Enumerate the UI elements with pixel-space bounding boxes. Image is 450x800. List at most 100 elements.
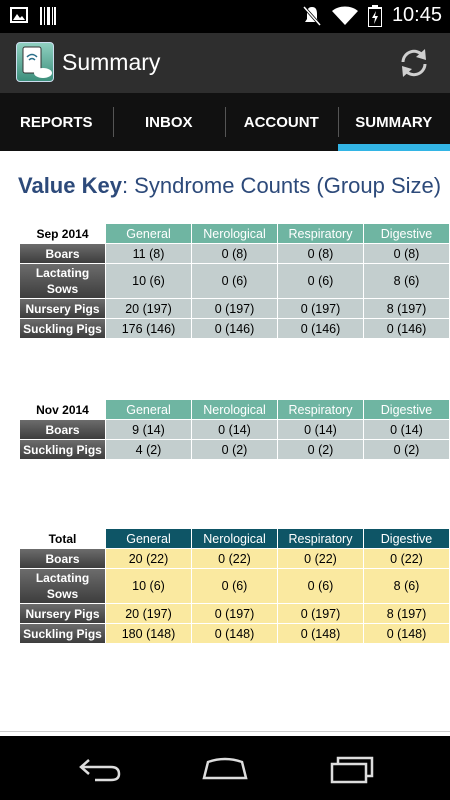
clock: 10:45: [391, 4, 442, 26]
row-label: Nursery Pigs: [20, 299, 105, 318]
tab-account[interactable]: ACCOUNT: [225, 93, 338, 151]
row-label: Boars: [20, 244, 105, 263]
table-cell: 0 (197): [278, 604, 363, 623]
recents-button[interactable]: [328, 754, 378, 784]
tab-inbox[interactable]: INBOX: [112, 93, 226, 151]
column-header: Respiratory: [278, 224, 363, 243]
table-cell: 11 (8): [106, 244, 191, 263]
app-logo-icon: [16, 42, 54, 82]
refresh-icon: [401, 49, 427, 77]
table-cell: 8 (197): [364, 299, 449, 318]
value-key-heading: Value Key: Syndrome Counts (Group Size): [18, 173, 442, 198]
status-bar: 10:45: [0, 0, 450, 33]
table-cell: 0 (146): [364, 319, 449, 338]
column-header: Nerological: [192, 400, 277, 419]
table-cell: 0 (14): [192, 420, 277, 439]
row-label: Suckling Pigs: [20, 440, 105, 459]
summary-table-sep-2014: Sep 2014 General Nerological Respiratory…: [19, 223, 450, 339]
table-cell: 0 (197): [192, 299, 277, 318]
column-header: General: [106, 529, 191, 548]
table-row: Nursery Pigs 20 (197) 0 (197) 0 (197) 8 …: [20, 604, 449, 623]
home-icon: [202, 757, 248, 780]
back-button[interactable]: [75, 754, 125, 784]
table-cell: 0 (22): [192, 549, 277, 568]
home-button[interactable]: [200, 754, 250, 784]
page-title: Summary: [62, 49, 161, 75]
battery-icon: [367, 4, 382, 27]
action-bar: Summary: [0, 33, 450, 93]
row-label: Boars: [20, 549, 105, 568]
table-cell: 0 (6): [278, 569, 363, 603]
tab-summary[interactable]: SUMMARY: [337, 93, 450, 151]
row-label: Lactating Sows: [20, 569, 105, 603]
table-cell: 10 (6): [106, 569, 191, 603]
table-cell: 0 (2): [192, 440, 277, 459]
table-cell: 0 (2): [364, 440, 449, 459]
back-icon: [79, 759, 121, 782]
mute-icon: [302, 5, 322, 26]
table-cell: 0 (8): [278, 244, 363, 263]
table-row: Boars 11 (8) 0 (8) 0 (8) 0 (8): [20, 244, 449, 263]
table-period: Sep 2014: [20, 224, 105, 243]
column-header: Nerological: [192, 529, 277, 548]
table-period: Nov 2014: [20, 400, 105, 419]
row-label: Boars: [20, 420, 105, 439]
table-cell: 0 (22): [364, 549, 449, 568]
row-label: Lactating Sows: [20, 264, 105, 298]
table-cell: 180 (148): [106, 624, 191, 643]
table-cell: 0 (197): [278, 299, 363, 318]
table-row: Lactating Sows 10 (6) 0 (6) 0 (6) 8 (6): [20, 569, 449, 603]
table-row: Boars 9 (14) 0 (14) 0 (14) 0 (14): [20, 420, 449, 439]
table-row: Lactating Sows 10 (6) 0 (6) 0 (6) 8 (6): [20, 264, 449, 298]
table-cell: 8 (6): [364, 264, 449, 298]
table-cell: 8 (197): [364, 604, 449, 623]
column-header: General: [106, 224, 191, 243]
table-row: Suckling Pigs 176 (146) 0 (146) 0 (146) …: [20, 319, 449, 338]
table-cell: 0 (148): [278, 624, 363, 643]
table-cell: 0 (6): [278, 264, 363, 298]
table-cell: 0 (148): [192, 624, 277, 643]
table-row: Nursery Pigs 20 (197) 0 (197) 0 (197) 8 …: [20, 299, 449, 318]
summary-content: Value Key: Syndrome Counts (Group Size) …: [0, 151, 450, 736]
column-header: Digestive: [364, 224, 449, 243]
column-header: Digestive: [364, 529, 449, 548]
navigation-bar: [0, 736, 450, 800]
table-cell: 20 (197): [106, 299, 191, 318]
tab-reports[interactable]: REPORTS: [19, 113, 93, 131]
row-label: Suckling Pigs: [20, 624, 105, 643]
summary-table-total: Total General Nerological Respiratory Di…: [19, 528, 450, 644]
table-cell: 0 (148): [364, 624, 449, 643]
column-header: Digestive: [364, 400, 449, 419]
table-cell: 0 (6): [192, 264, 277, 298]
table-cell: 0 (8): [364, 244, 449, 263]
table-cell: 9 (14): [106, 420, 191, 439]
table-cell: 8 (6): [364, 569, 449, 603]
barcode-icon: [40, 7, 56, 25]
refresh-button[interactable]: [396, 45, 432, 81]
table-cell: 0 (197): [192, 604, 277, 623]
table-cell: 0 (6): [192, 569, 277, 603]
table-cell: 0 (146): [192, 319, 277, 338]
summary-table-nov-2014: Nov 2014 General Nerological Respiratory…: [19, 399, 450, 460]
row-label: Nursery Pigs: [20, 604, 105, 623]
table-cell: 176 (146): [106, 319, 191, 338]
wifi-icon: [331, 6, 358, 25]
table-cell: 0 (2): [278, 440, 363, 459]
table-row: Suckling Pigs 4 (2) 0 (2) 0 (2) 0 (2): [20, 440, 449, 459]
column-header: Nerological: [192, 224, 277, 243]
column-header: Respiratory: [278, 400, 363, 419]
table-cell: 0 (146): [278, 319, 363, 338]
divider: [0, 731, 450, 732]
image-icon: [10, 7, 28, 23]
table-cell: 0 (14): [364, 420, 449, 439]
table-cell: 4 (2): [106, 440, 191, 459]
table-cell: 0 (8): [192, 244, 277, 263]
row-label: Suckling Pigs: [20, 319, 105, 338]
tab-bar: REPORTS INBOX ACCOUNT SUMMARY: [0, 93, 450, 151]
table-cell: 20 (197): [106, 604, 191, 623]
column-header: Respiratory: [278, 529, 363, 548]
table-cell: 0 (14): [278, 420, 363, 439]
table-cell: 20 (22): [106, 549, 191, 568]
table-cell: 0 (22): [278, 549, 363, 568]
table-row: Suckling Pigs 180 (148) 0 (148) 0 (148) …: [20, 624, 449, 643]
